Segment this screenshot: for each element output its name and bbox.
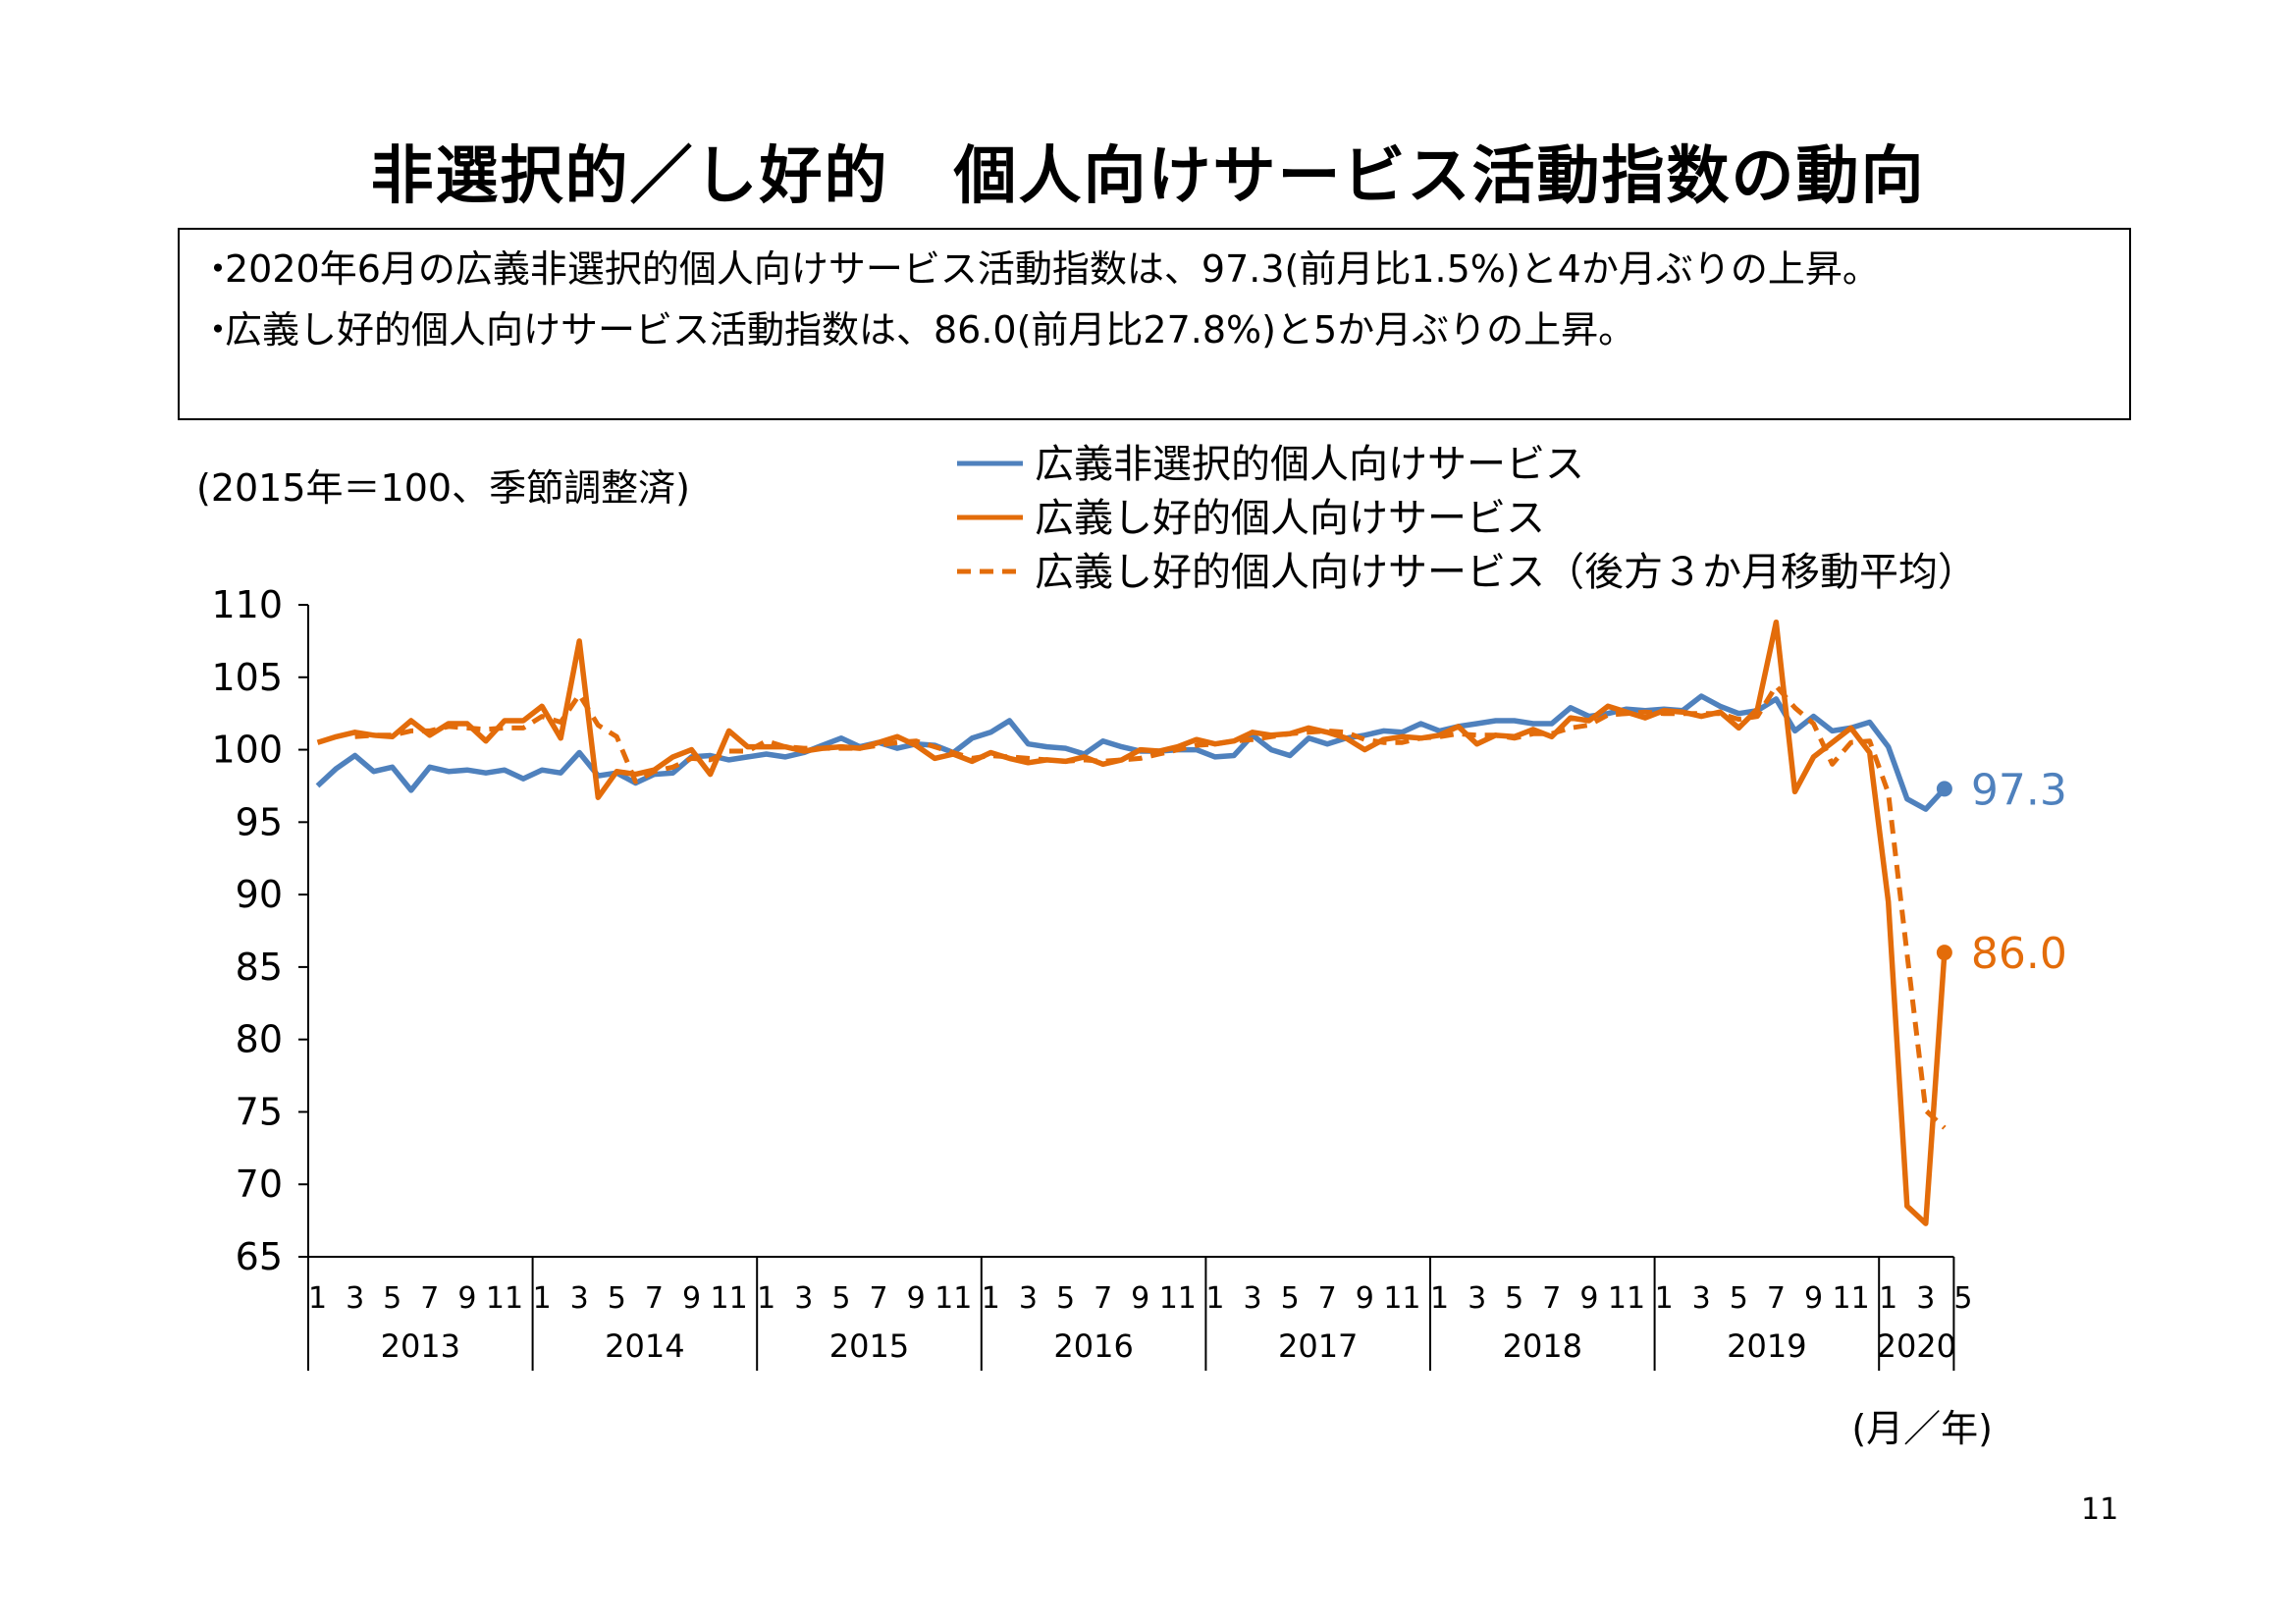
month-tick-label: 3 xyxy=(1692,1281,1711,1316)
month-tick-label: 5 xyxy=(383,1281,401,1316)
year-label: 2015 xyxy=(829,1327,909,1365)
plot-area: 97.3 86.0 xyxy=(315,619,2067,1226)
y-tick-label: 70 xyxy=(236,1163,283,1206)
summary-text-1: 2020年6月の広義非選択的個人向けサービス活動指数は、97.3(前月比1.5%… xyxy=(225,247,1880,291)
month-tick-label: 5 xyxy=(1730,1281,1748,1316)
summary-line-2: ・ 広義し好的個人向けサービス活動指数は、86.0(前月比27.8%)と5か月ぶ… xyxy=(199,306,2109,353)
y-tick-label: 105 xyxy=(211,656,283,699)
month-tick-label: 11 xyxy=(486,1281,523,1316)
year-label: 2013 xyxy=(381,1327,460,1365)
month-tick-label: 1 xyxy=(533,1281,552,1316)
month-tick-label: 3 xyxy=(1468,1281,1486,1316)
y-tick-label: 95 xyxy=(236,800,283,843)
month-tick-label: 7 xyxy=(420,1281,439,1316)
month-tick-label: 9 xyxy=(682,1281,701,1316)
end-value-label: 86.0 xyxy=(1971,929,2067,979)
y-tick-label: 90 xyxy=(236,873,283,916)
summary-text-2: 広義し好的個人向けサービス活動指数は、86.0(前月比27.8%)と5か月ぶりの… xyxy=(225,308,1636,352)
month-tick-label: 5 xyxy=(831,1281,850,1316)
month-tick-label: 11 xyxy=(1159,1281,1197,1316)
x-axis-unit-label: (月／年) xyxy=(1851,1407,1993,1450)
year-label: 2019 xyxy=(1727,1327,1806,1365)
bullet: ・ xyxy=(199,308,238,352)
y-tick-label: 80 xyxy=(236,1018,283,1061)
end-point-marker xyxy=(1936,945,1952,961)
legend-entry-selective: 広義し好的個人向けサービス xyxy=(1035,496,1545,541)
month-tick-label: 7 xyxy=(1318,1281,1337,1316)
month-tick-label: 7 xyxy=(1767,1281,1786,1316)
month-tick-label: 9 xyxy=(1356,1281,1374,1316)
unit-note: (2015年＝100、季節調整済) xyxy=(196,466,690,510)
month-tick-label: 1 xyxy=(308,1281,327,1316)
month-tick-label: 7 xyxy=(869,1281,887,1316)
year-label: 2020 xyxy=(1877,1327,1956,1365)
y-tick-label: 85 xyxy=(236,946,283,989)
month-tick-label: 9 xyxy=(1579,1281,1598,1316)
month-tick-label: 5 xyxy=(608,1281,626,1316)
month-tick-label: 5 xyxy=(1056,1281,1075,1316)
month-tick-label: 9 xyxy=(1804,1281,1823,1316)
page-title: 非選択的／し好的 個人向けサービス活動指数の動向 xyxy=(370,140,1926,213)
month-tick-label: 9 xyxy=(457,1281,476,1316)
year-label: 2014 xyxy=(605,1327,684,1365)
month-tick-label: 3 xyxy=(794,1281,813,1316)
y-tick-label: 65 xyxy=(236,1235,283,1278)
summary-box: ・ 2020年6月の広義非選択的個人向けサービス活動指数は、97.3(前月比1.… xyxy=(178,228,2131,420)
end-value-label: 97.3 xyxy=(1971,765,2067,815)
month-tick-label: 7 xyxy=(1094,1281,1112,1316)
month-tick-label: 5 xyxy=(1953,1281,1972,1316)
month-tick-label: 1 xyxy=(1205,1281,1224,1316)
year-label: 2018 xyxy=(1503,1327,1582,1365)
summary-line-1: ・ 2020年6月の広義非選択的個人向けサービス活動指数は、97.3(前月比1.… xyxy=(199,245,2109,293)
month-tick-label: 5 xyxy=(1281,1281,1300,1316)
month-tick-label: 1 xyxy=(1655,1281,1674,1316)
y-tick-label: 110 xyxy=(211,583,283,626)
month-tick-label: 9 xyxy=(907,1281,926,1316)
y-tick-label: 75 xyxy=(236,1090,283,1133)
legend: 広義非選択的個人向けサービス広義し好的個人向けサービス広義し好的個人向けサービス… xyxy=(957,442,1977,595)
month-tick-label: 3 xyxy=(1916,1281,1935,1316)
page-number: 11 xyxy=(2081,1492,2119,1527)
year-label: 2017 xyxy=(1278,1327,1358,1365)
end-point-marker xyxy=(1936,781,1952,797)
month-tick-label: 3 xyxy=(346,1281,364,1316)
month-tick-label: 1 xyxy=(982,1281,1000,1316)
month-tick-label: 3 xyxy=(570,1281,589,1316)
bullet: ・ xyxy=(199,247,238,291)
month-tick-label: 3 xyxy=(1243,1281,1261,1316)
month-tick-label: 1 xyxy=(1430,1281,1449,1316)
selective-series-line xyxy=(316,619,1948,1226)
legend-entry-non-selective: 広義非選択的個人向けサービス xyxy=(1035,442,1584,487)
month-tick-label: 11 xyxy=(1608,1281,1645,1316)
month-tick-label: 9 xyxy=(1131,1281,1149,1316)
month-tick-label: 7 xyxy=(645,1281,664,1316)
month-tick-label: 11 xyxy=(1833,1281,1870,1316)
month-tick-label: 11 xyxy=(711,1281,748,1316)
legend-entry-moving-average: 広義し好的個人向けサービス（後方３か月移動平均） xyxy=(1035,550,1977,595)
y-tick-label: 100 xyxy=(211,729,283,772)
month-tick-label: 1 xyxy=(757,1281,775,1316)
month-tick-label: 1 xyxy=(1879,1281,1897,1316)
month-tick-label: 11 xyxy=(1383,1281,1420,1316)
month-tick-label: 5 xyxy=(1505,1281,1523,1316)
month-tick-label: 3 xyxy=(1019,1281,1038,1316)
month-tick-label: 7 xyxy=(1542,1281,1561,1316)
month-tick-label: 11 xyxy=(934,1281,972,1316)
year-label: 2016 xyxy=(1053,1327,1133,1365)
